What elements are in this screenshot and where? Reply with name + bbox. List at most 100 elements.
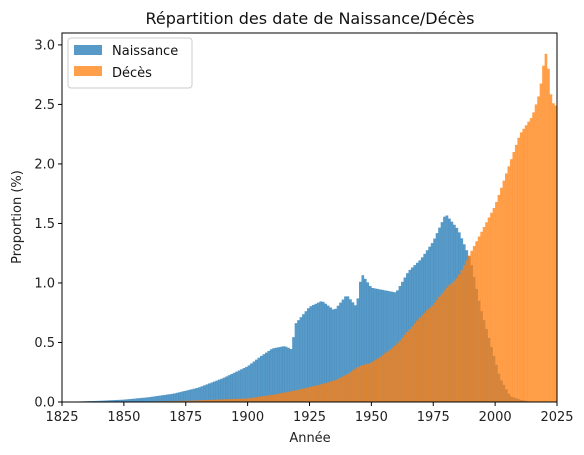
histogram-bar [237,370,241,402]
histogram-bar [410,326,414,402]
histogram-bar [534,104,538,402]
histogram-bar [336,305,340,402]
histogram-bar [200,400,204,402]
histogram-bar [477,236,481,402]
histogram-bar [465,260,469,402]
histogram-bar [371,287,375,402]
histogram-bar [428,307,431,402]
histogram-bar [423,312,427,402]
histogram-bar [113,400,117,402]
histogram-bar [334,308,337,402]
histogram-bar [331,309,335,402]
histogram-bar [185,400,189,402]
y-axis-label: Proportion (%) [10,170,25,264]
legend-label-deces: Décès [112,66,152,81]
histogram-bar [304,388,308,402]
histogram-bar [529,118,533,402]
histogram-bar [255,397,258,402]
histogram-bar [257,357,261,402]
histogram-bar [460,269,464,402]
histogram-bar [188,400,191,402]
histogram-bar [299,389,303,402]
histogram-bar [138,398,142,402]
y-tick-label: 2.5 [34,98,55,113]
histogram-bar [472,246,476,402]
histogram-bar [475,241,478,402]
histogram-bar [240,369,243,402]
histogram-bar [314,303,318,402]
histogram-bar [517,137,521,402]
histogram-bar [260,396,263,402]
y-tick-label: 2.0 [34,157,55,172]
histogram-bar [356,298,360,402]
histogram-bar [106,400,110,402]
histogram-bar [341,376,345,402]
histogram-bar [109,400,112,402]
histogram-bar [272,394,276,402]
histogram-bar [131,398,134,402]
histogram-bar [136,398,139,402]
histogram-bar [188,389,191,402]
histogram-bar [302,388,305,402]
histogram-bar [326,305,330,402]
histogram-bar [467,255,471,402]
histogram-bar [393,345,397,402]
histogram-bar [386,351,389,402]
histogram-bar [104,400,107,402]
histogram-bar [260,355,263,402]
histogram-bar [210,382,214,402]
histogram-bar [354,305,357,402]
x-tick-label: 2025 [540,410,573,425]
histogram-bar [175,392,179,402]
histogram-bar [307,308,310,402]
histogram-bar [269,395,273,402]
histogram-bar [190,400,194,402]
histogram-bar [371,361,375,402]
y-tick-label: 0.5 [34,336,55,351]
histogram-bar [203,385,206,402]
histogram-bar [532,112,535,403]
histogram-bar [331,380,335,402]
x-tick-label: 2000 [479,410,512,425]
histogram-bar [208,399,211,402]
histogram-bar [440,293,444,402]
histogram-bar [519,132,523,402]
histogram-bar [247,398,251,402]
histogram-bar [101,400,105,402]
histogram-bar [542,65,545,402]
legend: Naissance Décès [67,37,193,89]
histogram-bar [94,400,97,402]
histogram-bar [156,395,159,402]
histogram-bar [425,310,429,402]
histogram-bar [406,332,409,402]
histogram-bar [274,347,278,402]
histogram-bar [143,397,147,402]
histogram-bar [344,296,347,402]
x-tick-label: 1975 [417,410,450,425]
histogram-bar [205,384,209,402]
histogram-bar [500,187,503,402]
histogram-bar [391,347,394,402]
histogram-bar [311,386,315,402]
histogram-bar [183,390,186,402]
histogram-bar [242,398,246,402]
y-tick-label: 0.0 [34,396,55,411]
histogram-bar [324,303,328,402]
histogram-bar [267,350,271,402]
histogram-bar [420,315,424,402]
histogram-bar [252,397,256,402]
histogram-bar [198,400,201,402]
histogram-bar [363,364,367,402]
histogram-bar [294,390,298,402]
histogram-bar [514,144,518,402]
histogram-bar [262,396,266,402]
histogram-bar [205,400,209,402]
histogram-bar [96,400,100,402]
histogram-bar [359,365,362,402]
histogram-bar [363,278,367,402]
histogram-bar [544,53,548,402]
histogram-bar [398,340,402,402]
histogram-bar [215,380,219,402]
histogram-bar [334,379,337,402]
